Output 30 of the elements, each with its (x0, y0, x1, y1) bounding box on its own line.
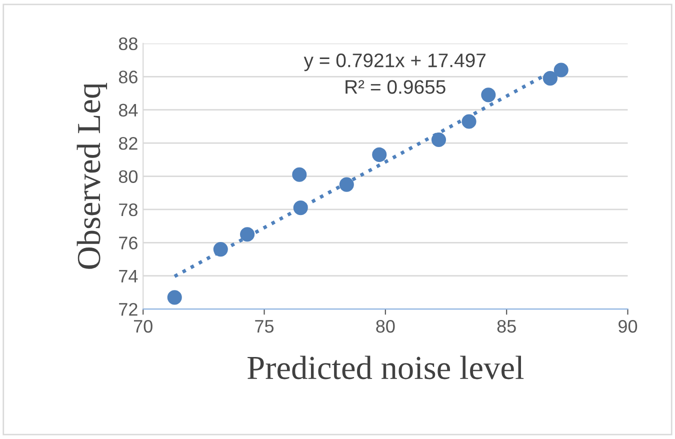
y-tick-label: 86 (118, 70, 138, 84)
point (293, 200, 308, 216)
point (431, 132, 446, 148)
y-tick-label: 82 (118, 136, 138, 150)
x-tick-label: 90 (618, 320, 638, 333)
y-tick-label: 80 (118, 170, 138, 183)
y-tick-label: 76 (119, 236, 138, 250)
x-tick-label: 70 (134, 320, 152, 333)
x-tick-label: 85 (497, 320, 516, 333)
annotation: y = 0.7921x + 17.497 (304, 54, 486, 72)
y-tick-label: 74 (119, 270, 138, 282)
point (542, 71, 558, 86)
y-tick-label: 78 (119, 203, 138, 216)
x-axis-title: Predicted noise level (248, 356, 524, 380)
y-tick-label: 88 (118, 37, 138, 50)
x-tick-label: 80 (376, 320, 395, 333)
point (372, 147, 387, 162)
y-tick-label: 72 (119, 302, 138, 316)
point (292, 167, 307, 182)
x-tick-label: 75 (255, 320, 274, 333)
point (554, 62, 568, 78)
point (339, 177, 354, 192)
point (240, 227, 255, 242)
y-axis-title: Observed Leq (76, 82, 108, 269)
point (462, 114, 476, 129)
point (481, 88, 496, 102)
point (213, 242, 228, 257)
annotation: R² = 0.9655 (346, 80, 446, 94)
point (167, 290, 182, 305)
y-tick-label: 84 (118, 104, 138, 117)
